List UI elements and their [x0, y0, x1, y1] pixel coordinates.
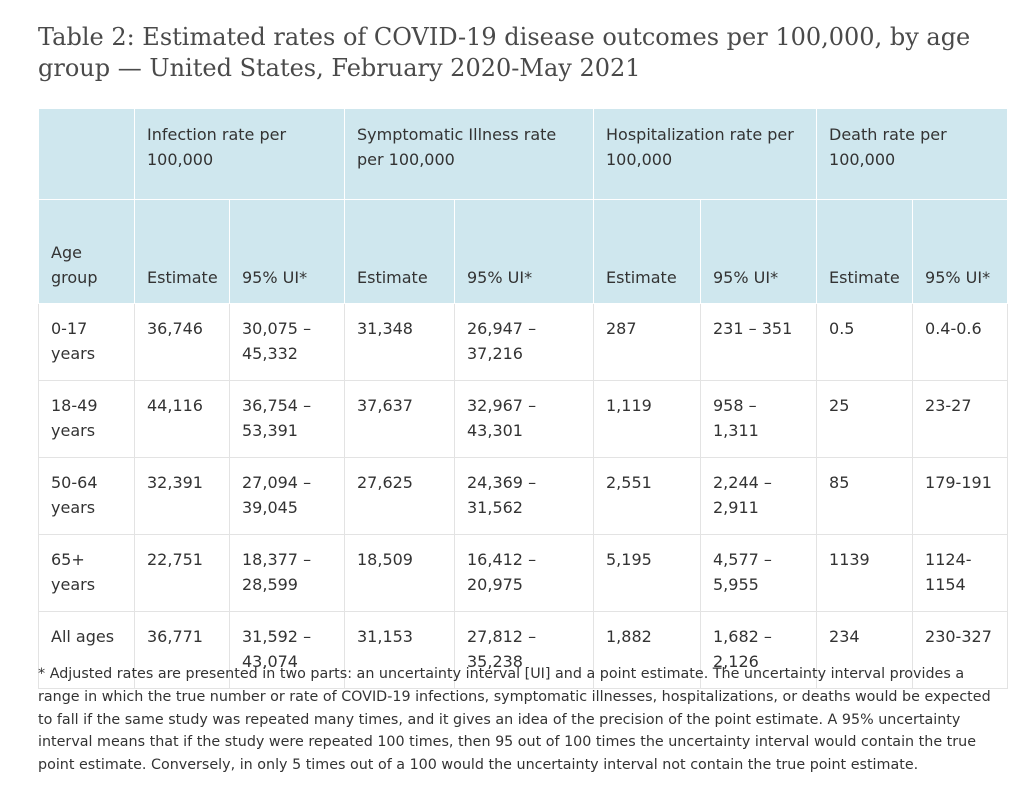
data-cell: 37,637: [344, 380, 455, 458]
age-cell: 50-64 years: [38, 457, 135, 535]
table-row: 0-17 years 36,746 30,075 – 45,332 31,348…: [38, 303, 1009, 381]
age-cell: 65+ years: [38, 534, 135, 612]
data-cell: 32,967 – 43,301: [454, 380, 594, 458]
header-ui: 95% UI*: [912, 199, 1009, 304]
header-estimate: Estimate: [593, 199, 701, 304]
data-cell: 2,244 – 2,911: [699, 457, 818, 535]
header-symptomatic-rate: Symptomatic Illness rate per 100,000: [344, 108, 594, 200]
outcomes-table: Infection rate per 100,000 Symptomatic I…: [38, 108, 1009, 689]
data-cell: 27,094 – 39,045: [229, 457, 345, 535]
age-cell: 18-49 years: [38, 380, 135, 458]
data-cell: 26,947 – 37,216: [454, 303, 594, 381]
data-cell: 0.4-0.6: [912, 303, 1009, 381]
header-estimate: Estimate: [134, 199, 230, 304]
age-cell: 0-17 years: [38, 303, 135, 381]
header-sub-row: Age group Estimate 95% UI* Estimate 95% …: [38, 199, 1009, 304]
data-cell: 179-191: [912, 457, 1009, 535]
data-cell: 958 – 1,311: [699, 380, 818, 458]
header-hospitalization-rate: Hospitalization rate per 100,000: [592, 108, 818, 200]
data-cell: 18,377 – 28,599: [229, 534, 345, 612]
data-cell: 31,153: [344, 611, 455, 689]
data-cell: 85: [816, 457, 914, 535]
data-cell: 23-27: [912, 380, 1009, 458]
data-cell: 230-327: [912, 611, 1009, 689]
data-cell: 18,509: [344, 534, 455, 612]
data-cell: 1,882: [593, 611, 701, 689]
header-ui: 95% UI*: [454, 199, 594, 304]
table-title: Table 2: Estimated rates of COVID-19 dis…: [38, 23, 971, 82]
data-cell: 36,771: [134, 611, 230, 689]
header-infection-rate: Infection rate per 100,000: [134, 108, 345, 200]
data-cell: 25: [816, 380, 914, 458]
data-cell: 31,348: [344, 303, 455, 381]
data-cell: 2,551: [593, 457, 701, 535]
header-estimate: Estimate: [816, 199, 914, 304]
age-cell: All ages: [38, 611, 135, 689]
header-blank-cell: [38, 108, 135, 200]
data-cell: 32,391: [134, 457, 230, 535]
data-cell: 1124-1154: [912, 534, 1009, 612]
data-cell: 24,369 – 31,562: [454, 457, 594, 535]
header-group-row: Infection rate per 100,000 Symptomatic I…: [38, 108, 1009, 200]
data-cell: 287: [593, 303, 701, 381]
table-row: 65+ years 22,751 18,377 – 28,599 18,509 …: [38, 534, 1009, 612]
data-cell: 1,682 – 2,126: [699, 611, 818, 689]
table-footnote: * Adjusted rates are presented in two pa…: [38, 666, 991, 774]
data-cell: 44,116: [134, 380, 230, 458]
data-cell: 36,754 – 53,391: [229, 380, 345, 458]
data-cell: 4,577 – 5,955: [699, 534, 818, 612]
table-row: 50-64 years 32,391 27,094 – 39,045 27,62…: [38, 457, 1009, 535]
data-cell: 27,625: [344, 457, 455, 535]
data-cell: 16,412 – 20,975: [454, 534, 594, 612]
header-death-rate: Death rate per 100,000: [816, 108, 1009, 200]
data-cell: 1,119: [593, 380, 701, 458]
header-ui: 95% UI*: [229, 199, 345, 304]
data-cell: 5,195: [593, 534, 701, 612]
data-cell: 27,812 – 35,238: [454, 611, 594, 689]
data-cell: 36,746: [134, 303, 230, 381]
data-cell: 231 – 351: [699, 303, 818, 381]
data-cell: 1139: [816, 534, 914, 612]
data-cell: 22,751: [134, 534, 230, 612]
header-ui: 95% UI*: [699, 199, 818, 304]
table-row: 18-49 years 44,116 36,754 – 53,391 37,63…: [38, 380, 1009, 458]
header-estimate: Estimate: [344, 199, 455, 304]
data-cell: 30,075 – 45,332: [229, 303, 345, 381]
data-cell: 0.5: [816, 303, 914, 381]
table-row: All ages 36,771 31,592 – 43,074 31,153 2…: [38, 611, 1009, 689]
header-age-group: Age group: [38, 199, 135, 304]
